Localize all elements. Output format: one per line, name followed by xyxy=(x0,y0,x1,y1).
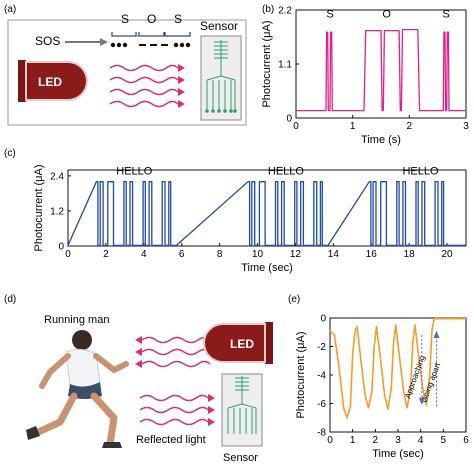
morse-brackets xyxy=(111,32,191,37)
y-tick-label-e-4: 0 xyxy=(320,314,326,325)
series-line-c xyxy=(67,181,466,247)
x-tick-label-c-1: 2 xyxy=(103,249,109,260)
x-axis-label-c: Time (sec) xyxy=(241,262,293,274)
x-tick-label-c-10: 20 xyxy=(441,249,453,260)
x-tick-label-b-0: 0 xyxy=(293,121,299,132)
chart-c: 0 2 4 6 8 10 12 14 16 18 20 0 1.2 2.4 Time (sec) Photoc… xyxy=(33,164,467,274)
light-waves-incoming xyxy=(141,336,211,368)
y-tick-label-e-0: -8 xyxy=(317,428,326,439)
annotation-b-1: O xyxy=(382,8,391,20)
x-tick-label-b-2: 2 xyxy=(407,121,413,132)
reflected-light-label: Reflected light xyxy=(136,434,206,446)
y-tick-label-b-0: 0 xyxy=(286,114,292,125)
panel-c: (c) 0 2 4 6 8 10 12 14 16 18 20 0 1.2 2.4 Time (sec) Ph… xyxy=(4,148,467,274)
x-tick-label-e-6: 6 xyxy=(463,435,469,446)
x-tick-label-e-5: 5 xyxy=(441,435,447,446)
chart-b: 0 1 2 3 0 1.1 2.2 Time (s) Photocurrent (μA) S O S xyxy=(261,6,469,147)
panel-c-tag: (c) xyxy=(4,148,16,159)
y-tick-label-c-1: 1.2 xyxy=(50,206,64,217)
wave-arrowheads-a xyxy=(178,64,185,108)
annotation-b-2: S xyxy=(442,8,449,20)
apart-arrowhead xyxy=(433,330,440,338)
x-tick-label-e-2: 2 xyxy=(373,435,379,446)
sensor-label-a: Sensor xyxy=(200,19,238,33)
running-man-label: Running man xyxy=(44,314,109,326)
panel-d-tag: (d) xyxy=(4,294,16,305)
sensor-circuit-a xyxy=(206,40,236,110)
panel-b-tag: (b) xyxy=(262,4,274,15)
x-tick-label-e-4: 4 xyxy=(418,435,424,446)
x-tick-label-c-9: 18 xyxy=(404,249,416,260)
y-axis-label-b: Photocurrent (μA) xyxy=(261,20,273,107)
x-tick-label-e-1: 1 xyxy=(350,435,356,446)
x-axis-label-e: Time (sec) xyxy=(372,448,424,460)
sensor-electrodes-a xyxy=(205,109,237,113)
wave-arrowheads-incoming xyxy=(135,336,142,368)
sensor-label-d: Sensor xyxy=(223,452,258,464)
x-tick-label-c-5: 10 xyxy=(252,249,264,260)
panel-b: (b) 0 1 2 3 0 1.1 2.2 Time (s) Photocurrent (μA)… xyxy=(261,4,469,146)
x-tick-label-b-1: 1 xyxy=(350,121,356,132)
y-tick-label-b-1: 1.1 xyxy=(278,60,292,71)
x-tick-label-c-4: 8 xyxy=(217,249,223,260)
series-line-e xyxy=(329,317,466,419)
led-base xyxy=(18,60,26,102)
x-tick-label-c-8: 16 xyxy=(366,249,378,260)
approach-arrowhead xyxy=(418,397,425,405)
y-tick-label-e-2: -4 xyxy=(317,371,326,382)
panel-e: (e) 0 1 2 3 4 5 6 -8 -6 -4 -2 0 Time (sec) Photocurre… xyxy=(288,294,469,460)
x-tick-label-b-3: 3 xyxy=(463,121,469,132)
plot-frame-c xyxy=(67,169,467,247)
y-tick-label-c-0: 0 xyxy=(58,242,64,253)
running-man-figure xyxy=(26,330,129,448)
panel-a: (a) SOS S O S LED Sensor xyxy=(4,4,247,126)
x-tick-label-c-3: 6 xyxy=(179,249,185,260)
annotation-b-0: S xyxy=(326,8,333,20)
sensor-circuit-d xyxy=(227,376,257,434)
light-waves-reflected xyxy=(139,394,209,426)
annotation-c-1: HELLO xyxy=(268,165,305,177)
led-base-d xyxy=(265,322,273,364)
panel-d: (d) Running man xyxy=(4,294,273,464)
series-line-b xyxy=(296,28,466,112)
panel-e-tag: (e) xyxy=(288,294,300,305)
chart-e: 0 1 2 3 4 5 6 -8 -6 -4 -2 0 Time (sec) Photocurrent (… xyxy=(295,314,469,461)
x-tick-label-c-0: 0 xyxy=(65,249,71,260)
morse-letter-s2: S xyxy=(174,12,182,26)
y-axis-label-c: Photocurrent (μA) xyxy=(33,164,45,251)
y-tick-label-c-2: 2.4 xyxy=(50,171,64,182)
y-tick-label-e-3: -2 xyxy=(317,342,326,353)
light-waves-a xyxy=(109,64,179,108)
annotation-c-0: HELLO xyxy=(116,165,153,177)
sos-label: SOS xyxy=(35,34,60,48)
y-axis-label-e: Photocurrent (μA) xyxy=(295,331,307,418)
led-body-d xyxy=(203,323,266,363)
morse-letter-s1: S xyxy=(121,12,129,26)
sos-arrowhead xyxy=(100,38,108,46)
panel-a-tag: (a) xyxy=(4,4,16,15)
x-tick-label-c-6: 12 xyxy=(290,249,302,260)
led-label-d: LED xyxy=(230,337,254,351)
x-tick-label-e-0: 0 xyxy=(327,435,333,446)
annotation-c-2: HELLO xyxy=(402,165,439,177)
panel-a-frame xyxy=(7,19,247,126)
y-tick-label-b-2: 2.2 xyxy=(278,6,292,17)
led-label: LED xyxy=(38,75,62,89)
morse-code-dots xyxy=(110,42,191,48)
y-tick-label-e-1: -6 xyxy=(317,399,326,410)
x-tick-label-c-2: 4 xyxy=(141,249,147,260)
wave-arrowheads-reflected xyxy=(208,394,215,426)
led-body xyxy=(25,61,88,101)
x-tick-label-e-3: 3 xyxy=(395,435,401,446)
x-tick-label-c-7: 14 xyxy=(328,249,340,260)
morse-letter-o: O xyxy=(147,12,156,26)
x-axis-label-b: Time (s) xyxy=(361,134,401,146)
plot-frame-e xyxy=(329,317,467,433)
